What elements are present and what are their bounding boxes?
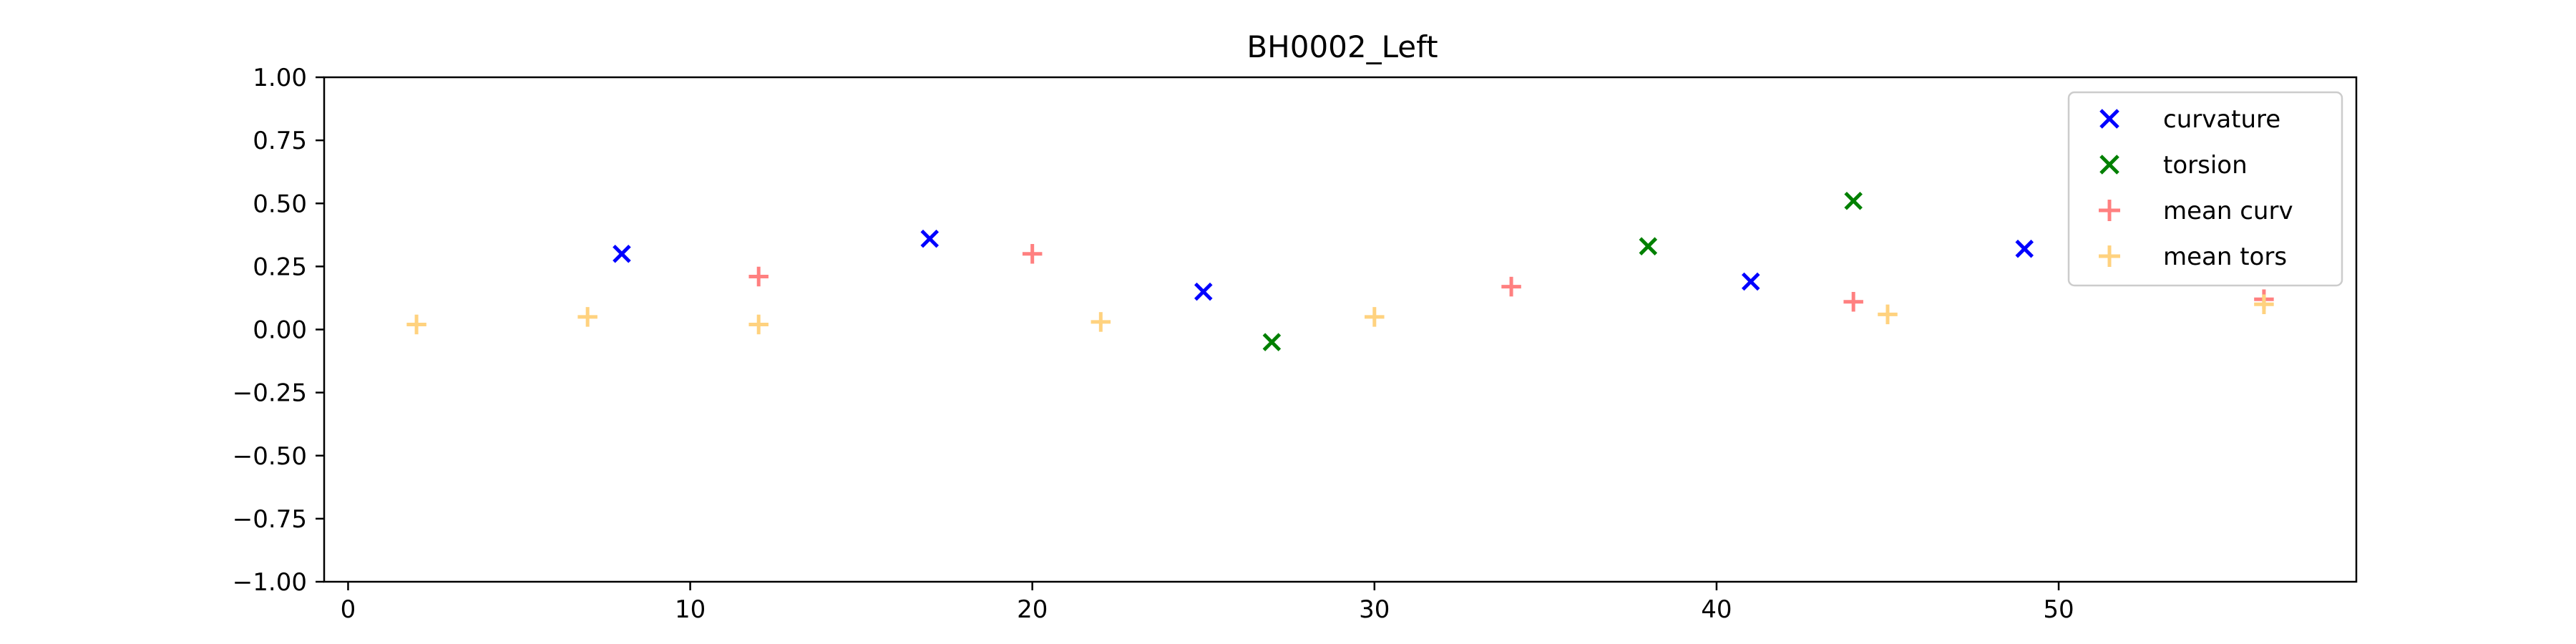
point-mean-curv [1843, 291, 1863, 312]
legend-label-curvature: curvature [2163, 105, 2280, 134]
point-torsion-stroke [1639, 237, 1658, 255]
legend-marker-curvature [2099, 109, 2119, 129]
point-mean-tors [406, 314, 426, 335]
point-mean-tors [1365, 307, 1385, 327]
y-tick-label: −1.00 [233, 568, 307, 597]
legend-box [2067, 91, 2343, 287]
legend: curvature torsion mean curv mean tors [2067, 91, 2343, 287]
point-mean-tors [1091, 312, 1111, 332]
plot-frame [323, 76, 2358, 583]
point-curvature-stroke [2015, 239, 2034, 258]
x-tick-label: 0 [341, 595, 356, 624]
point-mean-tors [748, 314, 769, 335]
data-marks [406, 191, 2274, 351]
point-torsion-stroke [1844, 191, 1863, 210]
point-curvature [2015, 239, 2034, 258]
point-curvature [920, 229, 940, 248]
point-curvature-stroke [1194, 282, 1213, 301]
y-tick-label: −0.50 [233, 442, 307, 471]
point-curvature-stroke [1741, 272, 1760, 291]
y-tick-label: −0.75 [233, 505, 307, 534]
legend-marker-curvature-stroke [2099, 109, 2119, 129]
y-axis: −1.00 −0.75 −0.50 −0.25 0.00 0.25 0.50 0.75 1.00 [233, 64, 324, 597]
legend-label-torsion: torsion [2163, 151, 2248, 180]
y-tick-label: 1.00 [253, 64, 307, 92]
y-tick-label: −0.25 [233, 379, 307, 408]
x-tick-label: 20 [1017, 595, 1048, 624]
legend-label-mean-curv: mean curv [2163, 197, 2293, 225]
y-tick-label: 0.25 [253, 253, 307, 281]
legend-label-mean-tors: mean tors [2163, 243, 2287, 271]
x-axis: 0 10 20 30 40 50 [341, 582, 2074, 624]
legend-marker-mean-curv [2099, 200, 2120, 221]
point-torsion [1639, 237, 1658, 255]
x-tick-label: 30 [1359, 595, 1390, 624]
point-curvature [1741, 272, 1760, 291]
point-curvature-stroke [613, 244, 631, 263]
point-mean-tors [2254, 294, 2274, 314]
point-mean-curv [748, 266, 769, 287]
y-tick-label: 0.00 [253, 316, 307, 345]
point-torsion [1844, 191, 1863, 210]
point-curvature [613, 244, 631, 263]
point-mean-tors [1878, 304, 1898, 325]
point-curvature [1194, 282, 1213, 301]
point-mean-curv [1022, 244, 1043, 264]
x-tick-label: 50 [2043, 595, 2074, 624]
point-mean-tors [577, 307, 597, 327]
y-tick-label: 0.75 [253, 127, 307, 155]
point-mean-curv [1501, 276, 1521, 297]
x-tick-label: 10 [675, 595, 706, 624]
legend-marker-torsion-stroke [2099, 155, 2119, 175]
legend-marker-mean-tors [2099, 245, 2120, 267]
point-torsion-stroke [1262, 333, 1282, 351]
point-curvature-stroke [920, 229, 940, 248]
y-tick-label: 0.50 [253, 190, 307, 218]
chart-title: BH0002_Left [1246, 29, 1438, 64]
x-tick-label: 40 [1701, 595, 1732, 624]
point-torsion [1262, 333, 1282, 351]
legend-marker-torsion [2099, 155, 2119, 175]
